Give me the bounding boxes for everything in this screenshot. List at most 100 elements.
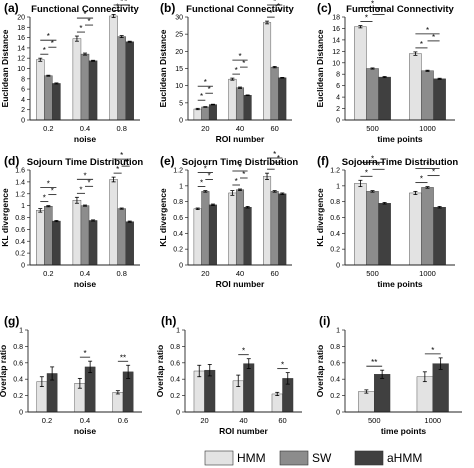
- bar-hmm: [193, 108, 202, 121]
- y-tick-label: 0.4: [173, 231, 183, 238]
- y-tick-label: 0.2: [170, 393, 180, 400]
- significance-label: *: [371, 0, 374, 9]
- bar-sw: [366, 191, 379, 266]
- bar-hmm: [72, 38, 82, 121]
- legend-label-sw: SW: [312, 451, 332, 465]
- bar-hmm: [409, 53, 422, 121]
- bar-ahmm: [378, 203, 391, 266]
- panel-label: (c): [317, 1, 332, 15]
- bar-ahmm: [374, 374, 391, 413]
- significance-label: *: [242, 170, 245, 179]
- significance-label: *: [208, 85, 211, 94]
- panel-a: (a) Functional Connectivity 0 2 4 6 8 10 12 14 16 1…: [0, 0, 140, 144]
- panel-label: (d): [4, 154, 19, 168]
- bar-hmm: [409, 192, 422, 266]
- y-tick-label: 1.2: [330, 168, 340, 175]
- bar-ahmm: [84, 366, 96, 413]
- significance-label: *: [277, 2, 280, 11]
- y-tick-label: 14: [17, 45, 25, 52]
- significance-label: *: [200, 92, 203, 101]
- bar-sw: [235, 189, 245, 266]
- y-tick-label: 18: [332, 15, 340, 22]
- y-tick-label: 0: [21, 118, 25, 125]
- bar-hmm: [354, 26, 367, 121]
- y-tick-label: 10: [175, 83, 183, 90]
- significance-label: **: [371, 358, 377, 367]
- significance-label: *: [87, 178, 90, 187]
- bar-hmm: [193, 208, 202, 266]
- x-tick-label: 0.4: [80, 269, 90, 278]
- y-tick-label: 0.4: [15, 239, 25, 246]
- x-tick-label: 0.8: [116, 269, 126, 278]
- panel-d: (d) Sojourn Time Distribution 0 0.2 0.4 0.6 0.…: [0, 151, 143, 289]
- y-tick-label: 0: [179, 263, 183, 270]
- significance-label: *: [273, 0, 276, 6]
- y-tick-label: 0.2: [330, 247, 340, 254]
- significance-label: *: [47, 32, 50, 41]
- x-tick-label: 0.4: [80, 124, 90, 133]
- x-tick-label: 0.2: [43, 124, 53, 133]
- legend-label-hmm: HMM: [237, 451, 266, 465]
- y-tick-label: 0.6: [170, 360, 180, 367]
- significance-label: *: [83, 349, 86, 358]
- bar-ahmm: [433, 207, 446, 266]
- x-tick-label: 20: [201, 269, 209, 278]
- significance-label: *: [79, 24, 82, 33]
- chart-title: Functional Connectivity: [186, 4, 294, 15]
- significance-label: *: [431, 346, 434, 355]
- bar-sw: [80, 205, 90, 266]
- bar-ahmm: [88, 60, 98, 121]
- y-tick-label: 5: [179, 100, 183, 107]
- x-tick-label: 1000: [419, 124, 436, 133]
- y-tick-label: 0.4: [330, 231, 340, 238]
- significance-label: *: [116, 2, 119, 11]
- panel-g: (g) 0 0.2 0.4 0.6 0.8 1 0.2 0.4 0.6 noise Overlap r…: [0, 314, 142, 436]
- bar-ahmm: [204, 369, 216, 413]
- bar-ahmm: [378, 76, 391, 121]
- legend: HMM SW aHMM: [204, 450, 422, 466]
- x-axis-label: time points: [381, 426, 427, 436]
- y-tick-label: 0.2: [173, 247, 183, 254]
- y-tick-label: 0.4: [170, 377, 180, 384]
- bar-ahmm: [278, 77, 287, 121]
- bar-sw: [44, 75, 53, 121]
- y-tick-label: 2: [21, 107, 25, 114]
- significance-label: *: [273, 150, 276, 159]
- bar-hmm: [354, 183, 367, 266]
- bar-ahmm: [88, 220, 98, 266]
- significance-label: *: [426, 26, 429, 35]
- y-tick-label: 6: [21, 87, 25, 94]
- bar-ahmm: [243, 95, 252, 121]
- significance-label: *: [124, 0, 127, 6]
- bar-sw: [117, 36, 126, 121]
- y-tick-label: 20: [17, 15, 25, 22]
- bar-sw: [80, 53, 90, 121]
- y-tick-label: 14: [332, 37, 340, 44]
- bar-sw: [117, 208, 126, 266]
- significance-label: *: [51, 187, 54, 196]
- y-tick-label: 1.4: [15, 179, 25, 186]
- significance-label: *: [83, 171, 86, 180]
- significance-label: *: [120, 0, 123, 6]
- significance-label: **: [120, 353, 126, 362]
- y-axis-label: Euclidean Distance: [0, 29, 10, 107]
- x-tick-label: 500: [368, 416, 381, 425]
- x-axis-label: time points: [377, 279, 423, 289]
- bar-ahmm: [208, 204, 217, 266]
- y-tick-label: 1: [179, 183, 183, 190]
- y-tick-label: 1: [336, 183, 340, 190]
- significance-label: *: [204, 165, 207, 174]
- significance-label: *: [365, 168, 368, 177]
- significance-label: *: [269, 9, 272, 18]
- bar-ahmm: [243, 207, 252, 266]
- panel-label: (i): [319, 314, 330, 328]
- significance-label: *: [371, 154, 374, 163]
- significance-label: *: [116, 165, 119, 174]
- bar-ahmm: [125, 221, 134, 266]
- panels-layer: (a) Functional Connectivity02468101214161…: [0, 0, 462, 436]
- y-tick-label: 25: [175, 32, 183, 39]
- bar-ahmm: [52, 83, 61, 121]
- bar-sw: [201, 106, 210, 121]
- y-tick-label: 30: [175, 15, 183, 22]
